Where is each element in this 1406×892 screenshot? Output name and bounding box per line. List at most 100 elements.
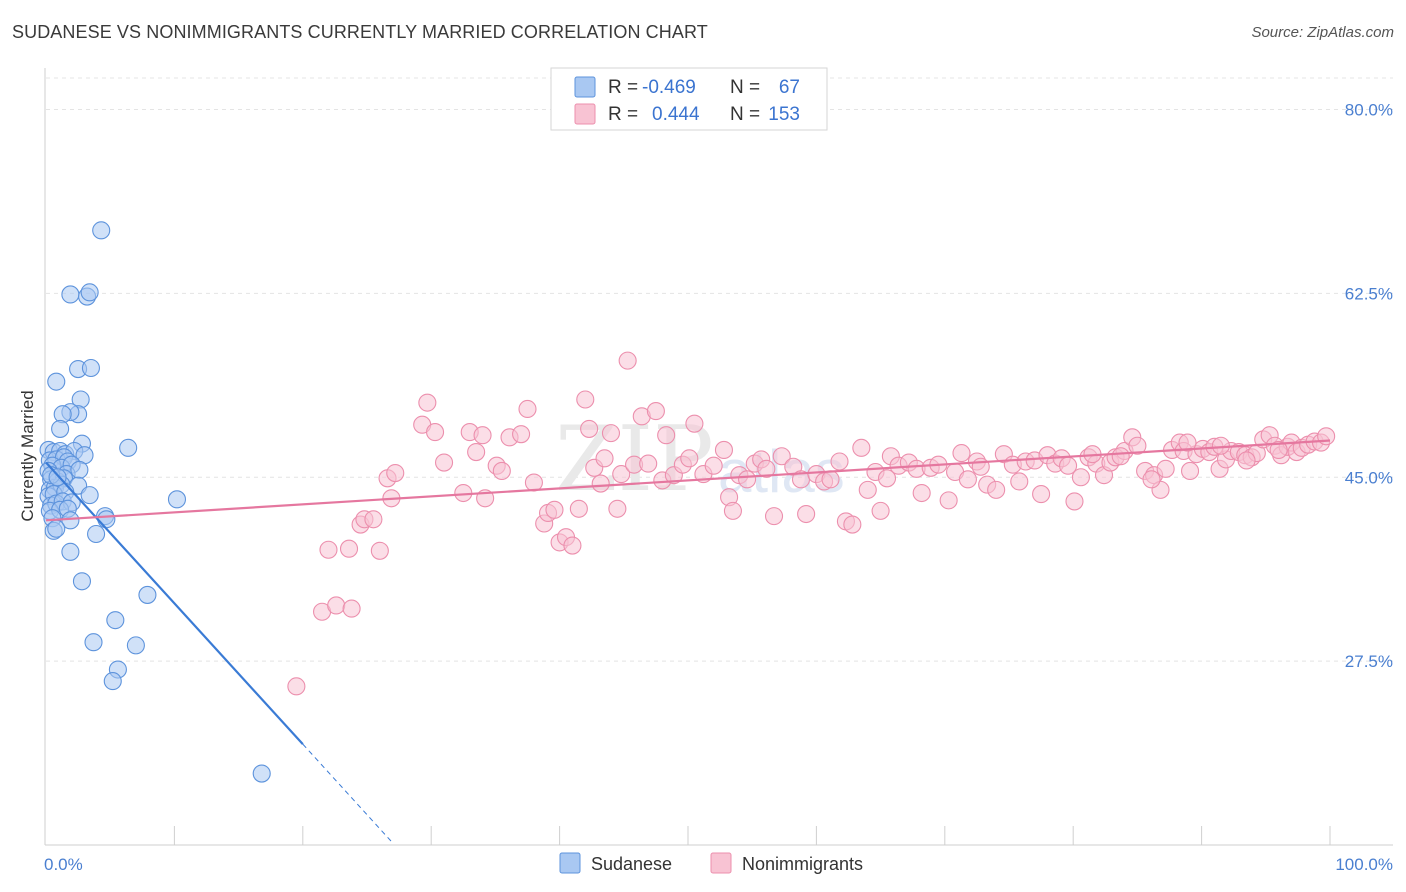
nonimmigrants-point-122	[1180, 461, 1200, 481]
nonimmigrants-point-2	[319, 540, 338, 559]
nonimmigrants-point-147	[1269, 440, 1288, 459]
nonimmigrants-point-8	[364, 510, 383, 529]
legend-swatch-sudanese	[574, 76, 596, 98]
nonimmigrants-point-26	[518, 399, 537, 419]
legend-r-value-1: -0.469	[642, 77, 696, 98]
nonimmigrants-points	[287, 351, 1336, 696]
legend-r-label-2: R =	[608, 104, 638, 125]
nonimmigrants-point-38	[591, 474, 610, 493]
nonimmigrants-point-97	[1010, 472, 1029, 491]
nonimmigrants-point-84	[912, 483, 931, 503]
legend-n-label-2: N =	[730, 104, 760, 125]
bottom-legend-swatch-sudanese	[559, 852, 581, 874]
nonimmigrants-point-25	[512, 425, 531, 444]
nonimmigrants-point-149	[1178, 433, 1197, 452]
nonimmigrants-point-35	[576, 390, 595, 409]
sudanese-point-13	[119, 438, 138, 457]
sudanese-point-6	[47, 372, 66, 391]
sudanese-point-63	[103, 672, 122, 691]
nonimmigrants-point-14	[418, 393, 437, 412]
nonimmigrants-point-47	[646, 402, 665, 421]
nonimmigrants-trend-line	[45, 439, 1331, 522]
nonimmigrants-point-16	[434, 453, 454, 472]
bottom-legend-swatch-nonimmigrants	[710, 852, 732, 874]
sudanese-point-41	[167, 490, 187, 509]
sudanese-point-60	[84, 633, 103, 652]
legend-n-label-1: N =	[730, 77, 760, 98]
nonimmigrants-point-94	[987, 480, 1006, 499]
trend-lines	[45, 439, 1331, 844]
gridlines	[46, 77, 1393, 662]
nonimmigrants-point-53	[685, 414, 704, 433]
y-tick-label-3: 80.0%	[1345, 101, 1393, 120]
nonimmigrants-point-46	[639, 454, 658, 473]
nonimmigrants-point-41	[608, 499, 627, 518]
nonimmigrants-point-79	[877, 469, 897, 488]
y-tick-label-1: 45.0%	[1345, 468, 1393, 487]
nonimmigrants-point-55	[704, 456, 723, 475]
sudanese-point-55	[87, 524, 106, 544]
nonimmigrants-point-150	[1142, 470, 1161, 489]
nonimmigrants-point-49	[657, 426, 676, 445]
nonimmigrants-point-74	[843, 515, 862, 534]
sudanese-point-56	[61, 542, 80, 561]
nonimmigrants-point-5	[342, 599, 361, 618]
y-tick-label-2: 62.5%	[1345, 284, 1393, 303]
nonimmigrants-point-56	[714, 440, 734, 459]
nonimmigrants-point-27	[524, 473, 543, 492]
nonimmigrants-point-34	[569, 499, 588, 518]
nonimmigrants-point-19	[467, 442, 486, 462]
nonimmigrants-point-63	[757, 459, 776, 478]
sudanese-point-64	[252, 764, 271, 783]
legend-r-label-1: R =	[608, 77, 638, 98]
sudanese-point-11	[51, 419, 70, 438]
nonimmigrants-point-4	[339, 539, 359, 558]
nonimmigrants-point-145	[1317, 427, 1336, 446]
sudanese-point-29	[70, 460, 89, 479]
legend-n-value-1: 67	[779, 77, 800, 98]
nonimmigrants-point-40	[601, 424, 621, 443]
nonimmigrants-point-106	[1071, 468, 1090, 487]
legend-r-value-2: 0.444	[652, 104, 700, 125]
nonimmigrants-point-71	[821, 470, 840, 489]
nonimmigrants-point-105	[1065, 492, 1084, 511]
nonimmigrants-point-146	[1237, 451, 1256, 470]
sudanese-points	[39, 221, 271, 783]
nonimmigrants-point-39	[595, 449, 614, 468]
sudanese-point-58	[138, 585, 157, 604]
sudanese-trend-extension	[302, 743, 394, 844]
nonimmigrants-point-30	[545, 500, 564, 519]
nonimmigrants-point-0	[287, 677, 306, 696]
nonimmigrants-point-72	[830, 452, 849, 471]
nonimmigrants-point-15	[426, 423, 445, 442]
nonimmigrants-point-90	[958, 470, 977, 489]
sudanese-point-40	[80, 486, 99, 505]
nonimmigrants-point-100	[1032, 485, 1051, 504]
top-legend-box	[550, 67, 828, 131]
nonimmigrants-point-12	[386, 464, 405, 483]
nonimmigrants-point-33	[563, 536, 582, 555]
x-tick-label-max: 100.0%	[1335, 855, 1393, 874]
nonimmigrants-point-9	[370, 541, 389, 560]
bottom-legend: Sudanese Nonimmigrants	[559, 852, 863, 874]
sudanese-point-59	[106, 611, 125, 630]
legend-n-value-2: 153	[768, 104, 800, 125]
y-tick-label-0: 27.5%	[1345, 652, 1393, 671]
sudanese-trend-line	[45, 461, 304, 745]
nonimmigrants-point-78	[871, 501, 890, 520]
bottom-legend-nonimmigrants: Nonimmigrants	[742, 854, 863, 874]
sudanese-point-57	[72, 572, 92, 591]
nonimmigrants-point-36	[580, 419, 599, 438]
nonimmigrants-point-151	[1111, 447, 1130, 466]
sudanese-point-3	[80, 283, 99, 302]
nonimmigrants-point-60	[738, 470, 757, 489]
nonimmigrants-point-114	[1128, 436, 1147, 455]
sudanese-point-52	[97, 510, 116, 529]
sudanese-point-10	[53, 405, 72, 424]
nonimmigrants-point-23	[492, 461, 511, 481]
bottom-legend-sudanese: Sudanese	[591, 854, 672, 874]
nonimmigrants-point-87	[939, 491, 958, 510]
nonimmigrants-point-76	[858, 480, 877, 499]
nonimmigrants-point-75	[852, 438, 871, 457]
sudanese-point-54	[47, 519, 66, 538]
